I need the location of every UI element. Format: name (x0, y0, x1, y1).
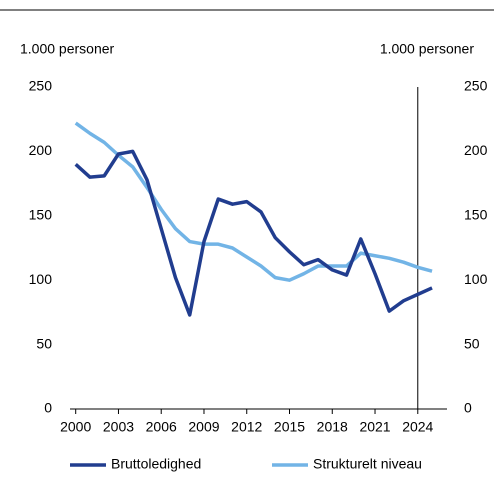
y2-axis-label: 1.000 personer (380, 41, 475, 57)
y-axis-label: 1.000 personer (20, 41, 115, 57)
x-tick-label: 2009 (188, 419, 219, 435)
y2-tick-label: 150 (464, 207, 488, 223)
y2-tick-label: 50 (464, 335, 480, 351)
x-tick-label: 2021 (359, 419, 390, 435)
y-tick-label: 50 (36, 335, 52, 351)
x-tick-label: 2024 (402, 419, 433, 435)
y2-tick-label: 200 (464, 142, 488, 158)
series-line (74, 149, 433, 317)
y2-tick-label: 250 (464, 78, 488, 94)
y-tick-label: 0 (44, 400, 52, 416)
x-tick-label: 2018 (317, 419, 348, 435)
y2-tick-label: 100 (464, 271, 488, 287)
series-line (74, 121, 433, 282)
y-tick-label: 100 (29, 271, 53, 287)
x-tick-label: 2012 (231, 419, 262, 435)
legend-label: Strukturelt niveau (313, 456, 422, 472)
x-tick-label: 2006 (146, 419, 177, 435)
y-tick-label: 200 (29, 142, 53, 158)
x-tick-label: 2015 (274, 419, 305, 435)
legend-label: Bruttoledighed (111, 456, 201, 472)
y-tick-label: 150 (29, 207, 53, 223)
x-tick-label: 2003 (103, 419, 134, 435)
y-tick-label: 250 (29, 78, 53, 94)
x-tick-label: 2000 (60, 419, 91, 435)
y2-tick-label: 0 (464, 400, 472, 416)
